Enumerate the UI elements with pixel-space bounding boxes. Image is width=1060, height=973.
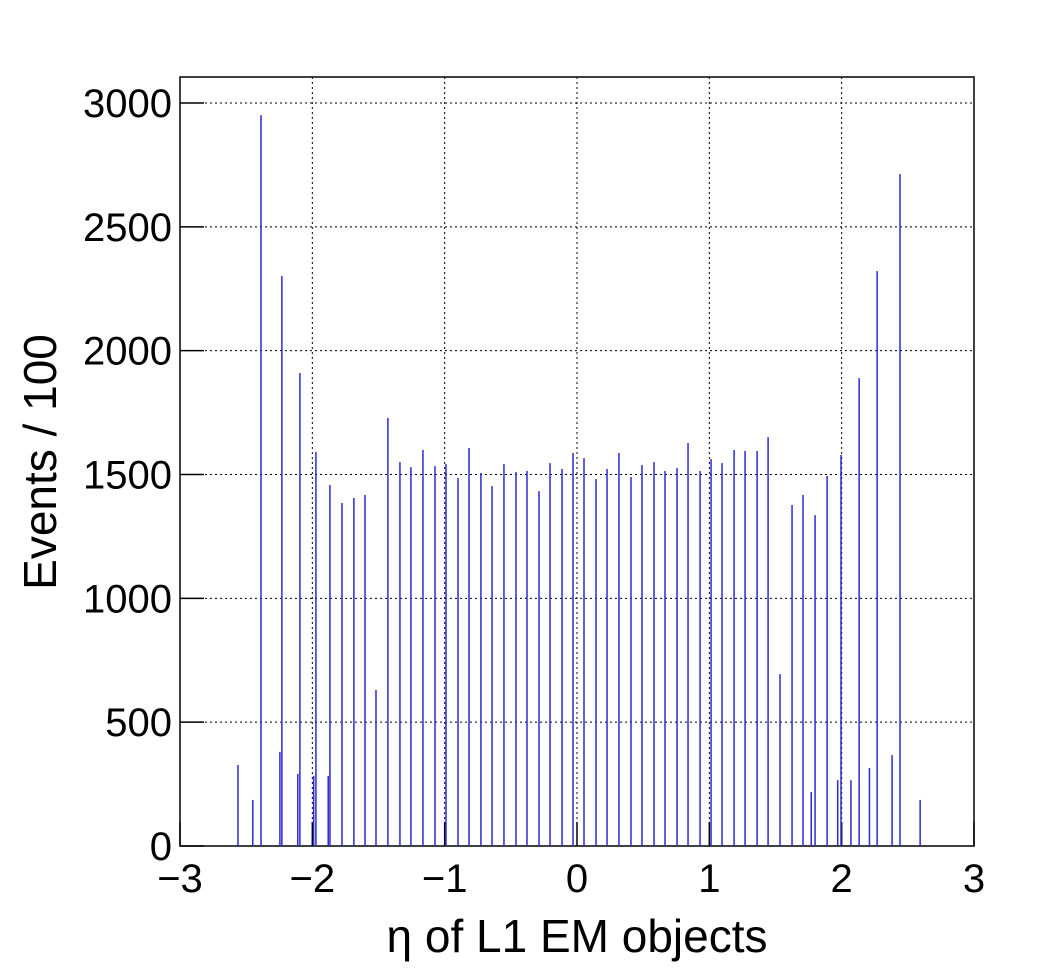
y-tick-label: 3000 bbox=[83, 82, 172, 126]
x-tick-label: 0 bbox=[566, 857, 588, 901]
x-tick-label: −2 bbox=[290, 857, 336, 901]
y-tick-label: 2500 bbox=[83, 206, 172, 250]
x-axis-label: η of L1 EM objects bbox=[387, 910, 768, 962]
y-axis-label: Events / 100 bbox=[14, 334, 66, 590]
x-tick-label: −1 bbox=[422, 857, 468, 901]
y-tick-label: 2000 bbox=[83, 330, 172, 374]
y-tick-label: 1500 bbox=[83, 454, 172, 498]
x-tick-label: −3 bbox=[157, 857, 203, 901]
x-tick-label: 2 bbox=[831, 857, 853, 901]
x-tick-label: 1 bbox=[698, 857, 720, 901]
y-tick-label: 500 bbox=[105, 701, 172, 745]
y-tick-label: 1000 bbox=[83, 577, 172, 621]
x-tick-label: 3 bbox=[963, 857, 985, 901]
y-tick-label: 0 bbox=[150, 825, 172, 869]
